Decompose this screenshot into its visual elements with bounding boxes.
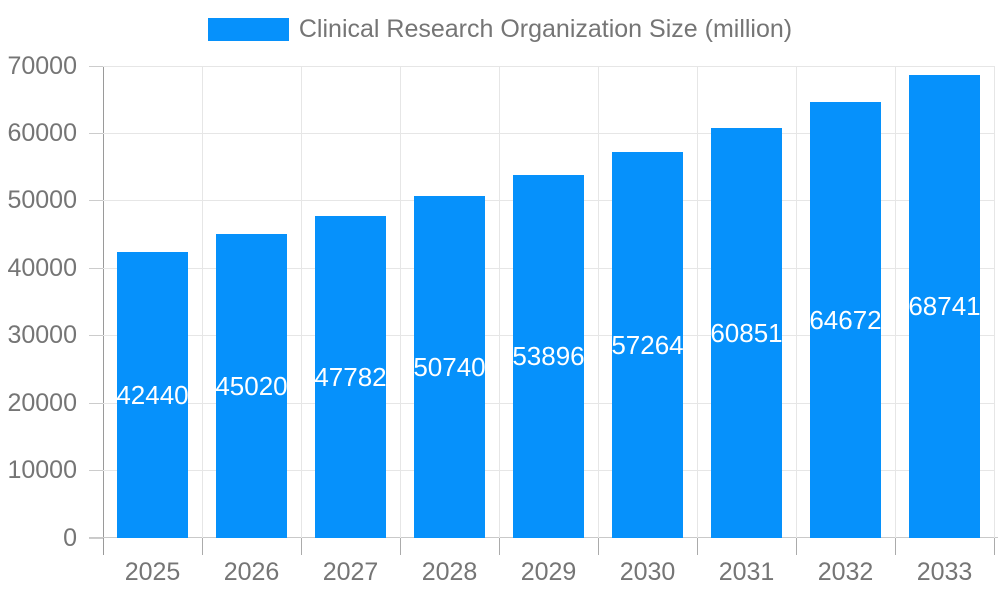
bar-2028[interactable] <box>414 195 485 538</box>
bar-2029[interactable] <box>513 174 584 538</box>
x-tick-label-2026: 2026 <box>223 558 280 586</box>
x-tick-4 <box>498 538 500 555</box>
v-gridline-5 <box>597 66 599 538</box>
x-tick-2 <box>300 538 302 555</box>
v-gridline-9 <box>993 66 995 538</box>
bar-2025[interactable] <box>117 251 188 538</box>
x-tick-3 <box>399 538 401 555</box>
bar-2030[interactable] <box>612 151 683 538</box>
y-tick-50000 <box>89 200 103 202</box>
y-tick-label-70000: 70000 <box>7 51 77 80</box>
h-gridline-70000 <box>103 65 994 67</box>
y-tick-30000 <box>89 335 103 337</box>
y-tick-70000 <box>89 65 103 67</box>
y-tick-10000 <box>89 470 103 472</box>
v-gridline-8 <box>894 66 896 538</box>
bar-2026[interactable] <box>216 234 287 538</box>
x-tick-label-2033: 2033 <box>916 558 973 586</box>
bar-2033[interactable] <box>909 74 980 538</box>
v-gridline-6 <box>696 66 698 538</box>
plot-area: 42440 45020 47782 50740 53896 57264 60851 64672… <box>89 65 998 538</box>
x-tick-label-2030: 2030 <box>619 558 676 586</box>
x-tick-8 <box>894 538 896 555</box>
bar-value-label-2028: 50740 <box>413 351 486 382</box>
legend-swatch-icon <box>207 17 289 41</box>
bar-value-label-2032: 64672 <box>809 304 882 335</box>
x-tick-1 <box>201 538 203 555</box>
bar-2032[interactable] <box>810 101 881 538</box>
bar-value-label-2027: 47782 <box>314 361 387 392</box>
y-tick-label-60000: 60000 <box>7 118 77 147</box>
y-tick-20000 <box>89 402 103 404</box>
y-tick-0 <box>89 537 103 539</box>
v-gridline-7 <box>795 66 797 538</box>
bar-2027[interactable] <box>315 215 386 538</box>
bar-value-label-2033: 68741 <box>908 291 981 322</box>
bar-value-label-2031: 60851 <box>710 317 783 348</box>
y-tick-label-10000: 10000 <box>7 456 77 485</box>
bar-value-label-2026: 45020 <box>215 371 288 402</box>
y-tick-label-20000: 20000 <box>7 388 77 417</box>
v-gridline-1 <box>201 66 203 538</box>
bar-2031[interactable] <box>711 127 782 538</box>
bar-value-label-2029: 53896 <box>512 341 585 372</box>
v-gridline-2 <box>300 66 302 538</box>
bar-value-label-2030: 57264 <box>611 329 684 360</box>
x-tick-7 <box>795 538 797 555</box>
x-tick-label-2029: 2029 <box>520 558 577 586</box>
bar-value-label-2025: 42440 <box>116 379 189 410</box>
y-tick-label-40000: 40000 <box>7 253 77 282</box>
x-tick-label-2027: 2027 <box>322 558 379 586</box>
x-tick-5 <box>597 538 599 555</box>
x-tick-6 <box>696 538 698 555</box>
chart-legend: Clinical Research Organization Size (mil… <box>0 14 1000 44</box>
y-tick-label-30000: 30000 <box>7 321 77 350</box>
y-tick-label-50000: 50000 <box>7 186 77 215</box>
x-tick-label-2031: 2031 <box>718 558 775 586</box>
v-gridline-4 <box>498 66 500 538</box>
x-tick-label-2032: 2032 <box>817 558 874 586</box>
y-tick-40000 <box>89 267 103 269</box>
y-axis-line <box>103 66 104 555</box>
v-gridline-3 <box>399 66 401 538</box>
y-tick-60000 <box>89 132 103 134</box>
h-gridline-60000 <box>103 132 994 134</box>
x-tick-label-2025: 2025 <box>124 558 181 586</box>
x-tick-9 <box>993 538 995 555</box>
x-tick-label-2028: 2028 <box>421 558 478 586</box>
y-tick-label-0: 0 <box>63 523 77 552</box>
legend-series-label: Clinical Research Organization Size (mil… <box>298 15 793 43</box>
